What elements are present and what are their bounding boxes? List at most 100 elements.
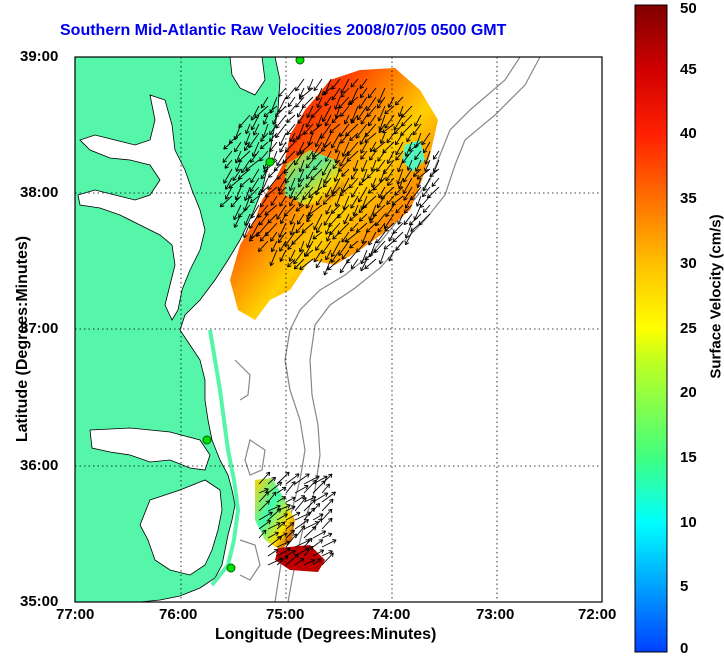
velocity-arrowhead <box>334 178 339 182</box>
velocity-arrow <box>377 222 386 233</box>
velocity-arrow <box>394 96 404 106</box>
velocity-arrowhead <box>267 219 270 224</box>
velocity-arrowhead <box>244 221 246 226</box>
velocity-arrow <box>350 195 359 209</box>
velocity-arrowhead <box>366 108 371 112</box>
velocity-arrow <box>380 186 395 200</box>
velocity-arrow <box>329 123 341 134</box>
velocity-arrow <box>395 141 404 156</box>
velocity-arrowhead <box>299 249 304 253</box>
y-tick-label: 35:00 <box>20 593 59 610</box>
velocity-arrowhead <box>364 256 367 261</box>
velocity-arrow <box>290 213 296 225</box>
velocity-arrow <box>331 240 341 258</box>
velocity-arrow <box>419 195 431 208</box>
velocity-arrowhead <box>346 153 351 157</box>
velocity-arrow <box>267 505 281 512</box>
velocity-arrow <box>292 132 305 143</box>
velocity-arrowhead <box>325 194 330 198</box>
velocity-arrowhead <box>330 209 333 214</box>
velocity-arrow <box>372 204 386 217</box>
velocity-arrow <box>397 168 404 185</box>
velocity-arrowhead <box>327 265 330 271</box>
velocity-arrowhead <box>272 491 277 494</box>
velocity-arrowhead <box>238 215 243 218</box>
velocity-arrow <box>303 479 317 494</box>
velocity-arrow <box>250 195 260 203</box>
velocity-arrowhead <box>321 480 326 483</box>
velocity-arrowhead <box>290 221 295 225</box>
velocity-arrowhead <box>249 198 253 203</box>
velocity-arrow <box>301 222 314 233</box>
velocity-arrow <box>294 539 310 548</box>
velocity-arrowhead <box>333 539 337 544</box>
velocity-arrowhead <box>335 106 339 110</box>
velocity-arrow <box>331 87 341 101</box>
velocity-arrow <box>432 150 440 160</box>
velocity-arrowhead <box>276 217 281 220</box>
velocity-arrowhead <box>349 136 352 141</box>
velocity-arrowhead <box>330 509 333 514</box>
velocity-arrow <box>321 491 336 503</box>
velocity-arrowhead <box>258 250 263 253</box>
velocity-arrowhead <box>311 499 316 502</box>
velocity-arrowhead <box>295 533 298 538</box>
velocity-arrowhead <box>330 473 333 479</box>
velocity-arrow <box>295 204 305 212</box>
velocity-arrow <box>332 159 341 169</box>
velocity-arrow <box>296 141 305 156</box>
velocity-arrowhead <box>298 202 300 207</box>
velocity-arrowhead <box>377 117 380 122</box>
velocity-arrowhead <box>316 103 318 108</box>
velocity-arrowhead <box>270 110 275 114</box>
velocity-arrowhead <box>289 194 291 199</box>
velocity-arrow <box>378 186 386 199</box>
velocity-arrowhead <box>388 238 393 242</box>
velocity-arrowhead <box>346 261 351 264</box>
velocity-arrowhead <box>327 532 332 535</box>
velocity-arrow <box>303 521 319 530</box>
velocity-arrow <box>398 177 404 189</box>
velocity-arrowhead <box>341 175 346 177</box>
y-tick-label: 37:00 <box>20 320 59 337</box>
velocity-arrow <box>312 480 326 494</box>
velocity-arrowhead <box>342 153 347 157</box>
velocity-arrow <box>388 96 395 108</box>
velocity-arrow <box>278 222 287 238</box>
velocity-arrowhead <box>259 159 264 162</box>
velocity-arrow <box>358 213 368 222</box>
velocity-arrowhead <box>294 481 296 486</box>
velocity-arrowhead <box>368 96 373 99</box>
velocity-arrow <box>265 186 278 198</box>
velocity-arrowhead <box>318 503 321 508</box>
velocity-arrowhead <box>294 162 299 166</box>
velocity-arrowhead <box>338 104 341 109</box>
velocity-arrowhead <box>369 220 374 224</box>
velocity-arrowhead <box>360 259 362 264</box>
velocity-arrow <box>312 513 324 521</box>
velocity-arrowhead <box>313 168 318 171</box>
velocity-arrow <box>267 557 283 566</box>
velocity-arrowhead <box>233 135 236 140</box>
velocity-arrowhead <box>223 181 228 184</box>
velocity-arrowhead <box>416 175 419 180</box>
velocity-arrow <box>339 150 350 167</box>
velocity-arrowhead <box>376 241 381 244</box>
velocity-arrowhead <box>280 221 285 224</box>
velocity-arrowhead <box>278 94 283 97</box>
velocity-arrowhead <box>287 245 289 250</box>
velocity-arrowhead <box>360 205 363 210</box>
velocity-arrowhead <box>269 261 271 266</box>
velocity-arrowhead <box>395 158 400 161</box>
velocity-arrowhead <box>412 132 417 136</box>
velocity-arrowhead <box>257 215 262 218</box>
velocity-arrowhead <box>303 525 306 530</box>
velocity-arrowhead <box>297 177 300 182</box>
velocity-arrow <box>258 186 269 196</box>
velocity-arrowhead <box>298 248 301 253</box>
velocity-arrowhead <box>299 149 302 154</box>
velocity-arrow <box>388 231 395 242</box>
velocity-arrow <box>303 537 313 548</box>
velocity-arrowhead <box>264 488 269 490</box>
colorbar-tick-label: 5 <box>680 578 689 596</box>
